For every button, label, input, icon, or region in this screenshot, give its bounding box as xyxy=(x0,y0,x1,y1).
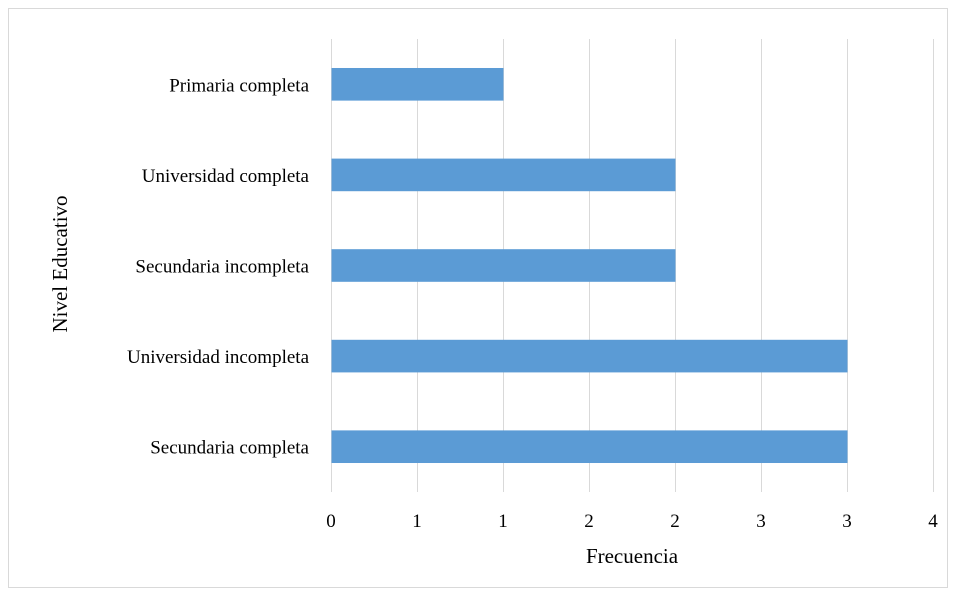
x-tick-label: 2 xyxy=(584,511,594,532)
x-tick-label: 0 xyxy=(326,511,336,532)
bar xyxy=(331,67,504,101)
category-label: Secundaria completa xyxy=(150,438,309,459)
x-tick-label: 1 xyxy=(498,511,508,532)
x-axis-title: Frecuencia xyxy=(586,544,679,568)
x-tick-labels: 0 1 1 2 2 3 3 4 xyxy=(326,511,938,532)
category-label: Secundaria incompleta xyxy=(135,257,309,278)
bars xyxy=(331,67,848,464)
x-tick-label: 1 xyxy=(412,511,422,532)
category-label: Primaria completa xyxy=(169,75,309,96)
bar xyxy=(331,249,676,282)
category-label: Universidad incompleta xyxy=(127,347,310,368)
category-label: Universidad completa xyxy=(142,166,310,187)
x-tick-label: 3 xyxy=(842,511,852,532)
x-tick-label: 2 xyxy=(670,511,680,532)
y-axis-title: Nivel Educativo xyxy=(48,195,72,332)
chart-frame xyxy=(8,8,948,588)
x-tick-label: 3 xyxy=(756,511,766,532)
category-labels: Primaria completa Universidad completa Sec… xyxy=(127,75,310,458)
bar xyxy=(331,430,848,464)
x-tick-label: 4 xyxy=(928,511,938,532)
bar xyxy=(331,339,848,373)
bar xyxy=(331,158,676,192)
